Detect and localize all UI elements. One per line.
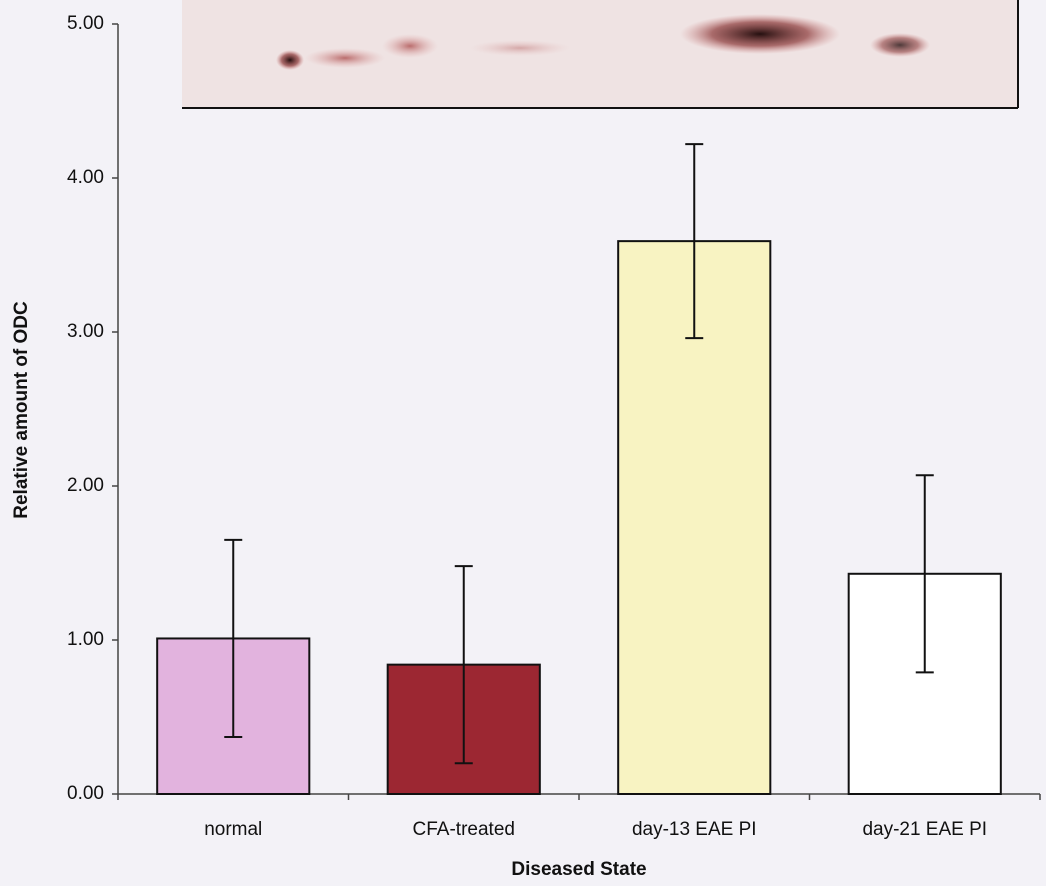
x-tick-label: normal [204, 819, 262, 840]
page: {"chart_data": {"type": "bar", "y_label"… [0, 0, 1046, 886]
y-axis-title: Relative amount of ODC [11, 301, 32, 519]
x-tick-label: day-21 EAE PI [862, 819, 987, 840]
x-axis-title: Diseased State [511, 859, 646, 880]
y-tick-label: 3.00 [67, 321, 104, 342]
y-tick-label: 4.00 [67, 167, 104, 188]
y-tick-label: 0.00 [67, 783, 104, 804]
western-blot [182, 0, 1018, 108]
chart: Relative amount of ODC Diseased State 0.… [0, 0, 1046, 886]
x-tick-label: day-13 EAE PI [632, 819, 757, 840]
x-tick-label: CFA-treated [413, 819, 515, 840]
y-tick-label: 5.00 [67, 13, 104, 34]
y-tick-label: 2.00 [67, 475, 104, 496]
y-tick-label: 1.00 [67, 629, 104, 650]
